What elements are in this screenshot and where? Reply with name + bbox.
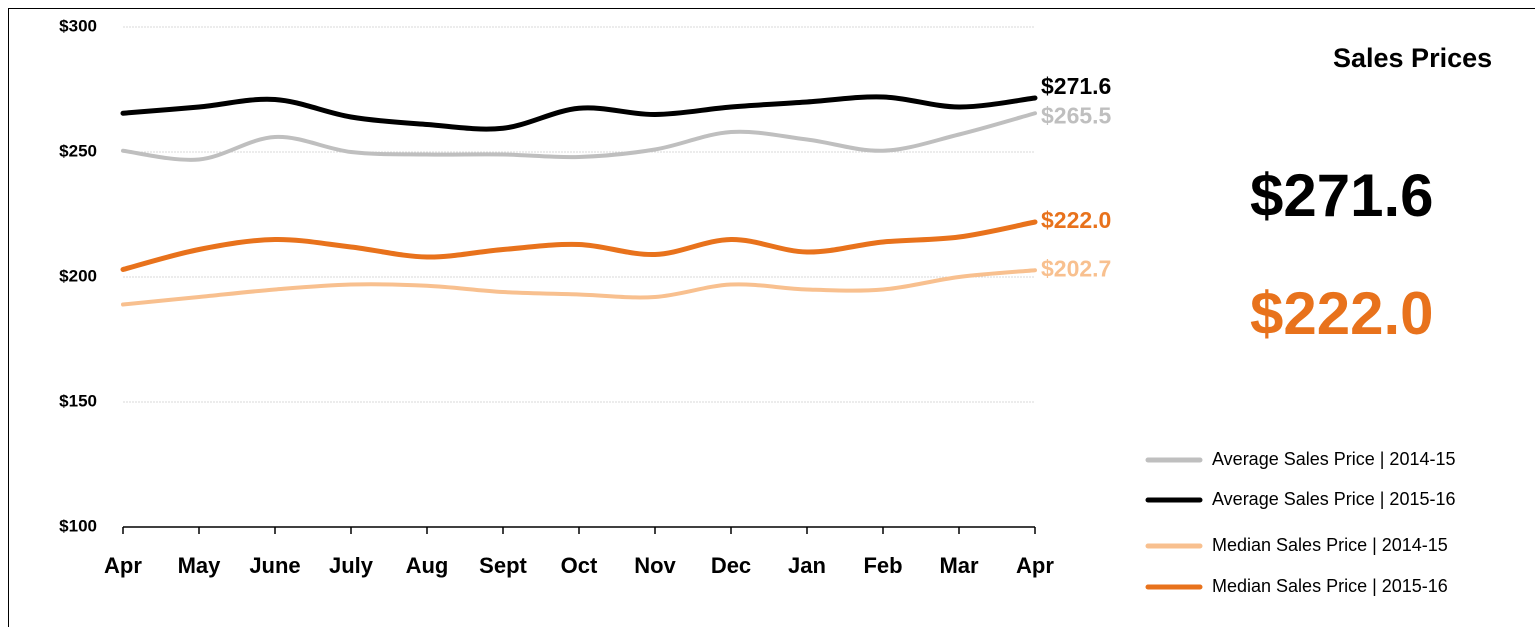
y-tick-label: $250 <box>59 141 97 160</box>
x-tick-label: Mar <box>939 553 979 578</box>
chart-title: Sales Prices <box>1333 43 1492 73</box>
x-tick-label: Feb <box>863 553 902 578</box>
x-tick-label: Apr <box>1016 553 1054 578</box>
kpi-median: $222.0 <box>1250 280 1434 347</box>
x-tick-label: June <box>249 553 300 578</box>
series-line <box>121 268 1037 307</box>
series-line <box>120 219 1038 272</box>
legend-label: Average Sales Price | 2014-15 <box>1212 449 1456 469</box>
x-tick-label: July <box>329 553 374 578</box>
data-label: $265.5 <box>1041 102 1112 128</box>
y-tick-label: $100 <box>59 516 97 535</box>
series-line <box>121 111 1037 162</box>
x-tick-label: Oct <box>561 553 598 578</box>
y-tick-label: $200 <box>59 266 97 285</box>
series-line <box>120 94 1038 132</box>
frame <box>8 8 1535 627</box>
legend-label: Median Sales Price | 2015-16 <box>1212 576 1448 596</box>
data-label: $202.7 <box>1041 255 1111 281</box>
y-tick-label: $300 <box>59 16 97 35</box>
x-tick-label: Apr <box>104 553 142 578</box>
y-tick-label: $150 <box>59 391 97 410</box>
data-label: $222.0 <box>1041 207 1111 233</box>
legend-label: Median Sales Price | 2014-15 <box>1212 535 1448 555</box>
x-tick-label: May <box>178 553 222 578</box>
data-label: $271.6 <box>1041 73 1111 99</box>
x-tick-label: Dec <box>711 553 751 578</box>
legend-label: Average Sales Price | 2015-16 <box>1212 489 1456 509</box>
x-tick-label: Sept <box>479 553 527 578</box>
x-tick-label: Aug <box>406 553 449 578</box>
kpi-average: $271.6 <box>1250 162 1434 229</box>
x-tick-label: Nov <box>634 553 676 578</box>
x-tick-label: Jan <box>788 553 826 578</box>
